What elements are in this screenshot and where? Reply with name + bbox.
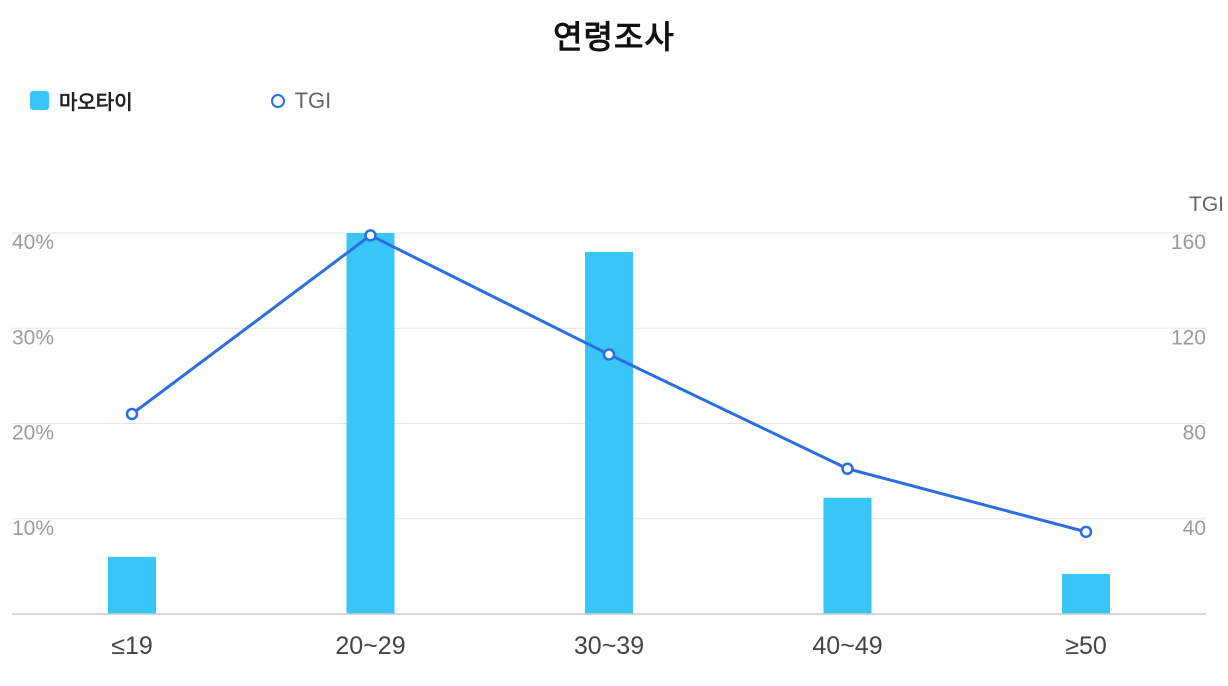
tgi-point (1079, 525, 1093, 539)
legend-line-swatch (270, 93, 285, 108)
bar (1062, 573, 1110, 614)
y-right-axis-label: TGI (1189, 193, 1224, 216)
y-right-tick-label: 160 (1171, 231, 1206, 254)
x-tick-label: 30~39 (574, 632, 644, 660)
legend-item-bar[interactable]: 마오타이 (30, 86, 133, 115)
x-tick-label: 20~29 (335, 632, 405, 660)
legend-bar-swatch (30, 91, 49, 110)
tgi-point (364, 229, 377, 242)
x-tick-label: ≥50 (1065, 632, 1107, 660)
y-left-tick-label: 30% (12, 326, 54, 349)
bar (823, 497, 872, 614)
tgi-point (841, 462, 854, 475)
tgi-point (602, 348, 616, 361)
y-left-tick-label: 20% (12, 422, 54, 445)
y-left-tick-label: 40% (12, 231, 54, 254)
x-tick-label: ≤19 (111, 632, 153, 660)
bar (108, 556, 156, 614)
x-tick-label: 40~49 (812, 632, 882, 660)
y-right-tick-label: 40 (1183, 517, 1206, 540)
legend-item-line[interactable]: TGI (270, 87, 332, 114)
bar (346, 233, 395, 614)
legend-label-bar: 마오타이 (59, 90, 133, 114)
tgi-point (125, 407, 139, 421)
chart-title: 연령조사 (553, 18, 675, 56)
legend: 마오타이 TGI (30, 86, 469, 115)
y-left-tick-label: 10% (12, 517, 54, 540)
bar (585, 252, 633, 615)
y-right-tick-label: 120 (1171, 326, 1206, 349)
legend-label-line: TGI (294, 87, 332, 113)
y-right-tick-label: 80 (1183, 422, 1206, 445)
